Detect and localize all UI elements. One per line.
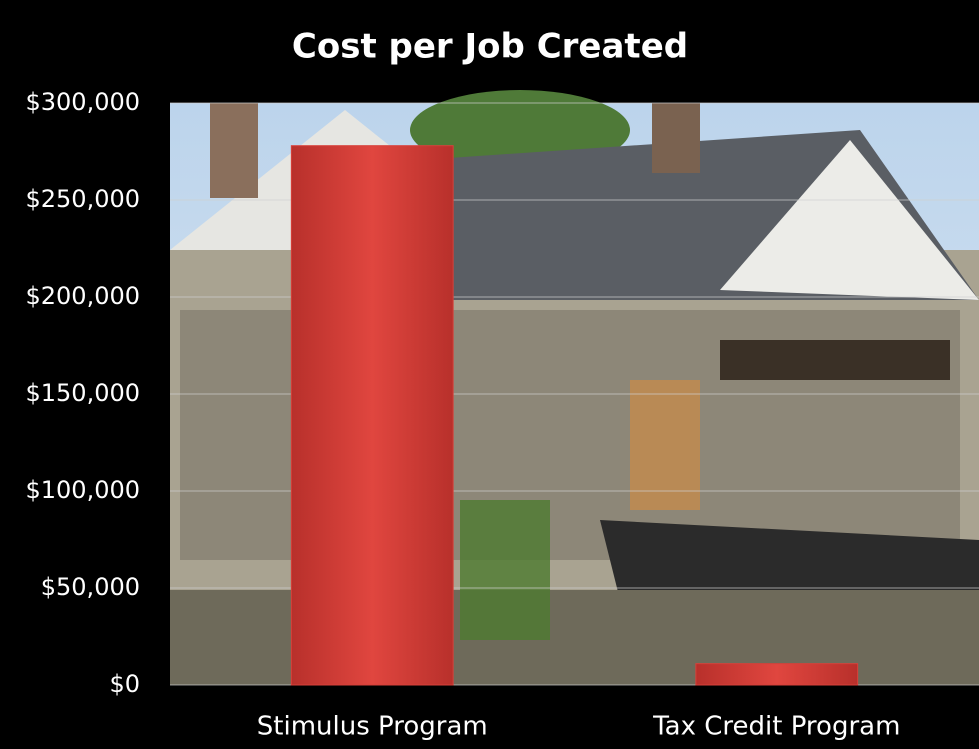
- bar: [291, 146, 453, 685]
- y-tick-label: $200,000: [25, 282, 140, 310]
- chart-title: Cost per Job Created: [292, 27, 688, 67]
- y-tick-label: $300,000: [25, 88, 140, 116]
- x-tick-label: Stimulus Program: [257, 712, 488, 742]
- y-tick-label: $0: [109, 670, 140, 698]
- x-tick-label: Tax Credit Program: [652, 712, 900, 742]
- y-tick-label: $250,000: [25, 185, 140, 213]
- chart: Cost per Job Created $0 $50,000 $100,000 $1…: [0, 0, 979, 749]
- y-tick-label: $100,000: [25, 476, 140, 504]
- y-tick-label: $150,000: [25, 379, 140, 407]
- page: {"chart_data": {"type": "bar", "title": …: [0, 0, 979, 749]
- bar: [696, 664, 858, 685]
- y-tick-label: $50,000: [41, 573, 140, 601]
